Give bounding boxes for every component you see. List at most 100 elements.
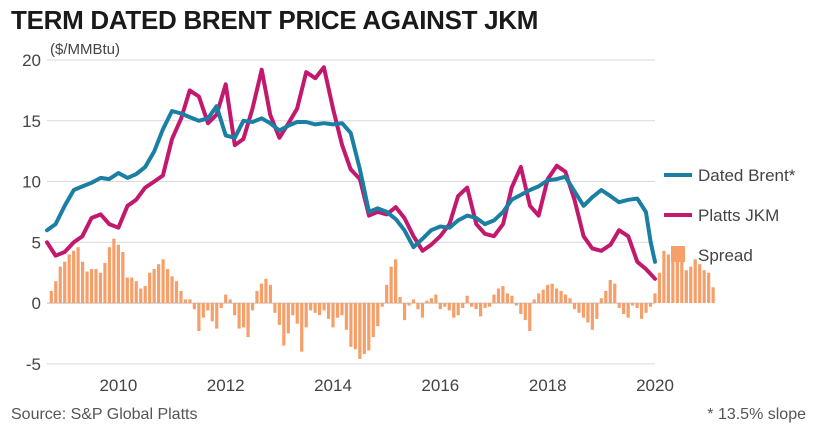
spread-bar	[577, 303, 581, 313]
spread-bar	[228, 299, 232, 304]
spread-bar	[568, 298, 572, 304]
spread-bar	[362, 303, 366, 355]
spread-bar	[532, 299, 536, 304]
spread-bar	[103, 262, 107, 304]
spread-bar	[474, 303, 478, 310]
spread-bar	[313, 303, 317, 313]
spread-bar	[148, 272, 152, 304]
spread-bar	[389, 266, 393, 304]
spread-bar	[394, 259, 398, 304]
spread-bar	[174, 281, 179, 304]
spread-bar	[286, 303, 290, 334]
spread-bar	[586, 303, 590, 323]
x-axis-ticks: 2010 2012 2014 2016 2018 2020	[99, 376, 673, 395]
spread-bar	[675, 256, 679, 304]
spread-bar	[528, 303, 532, 332]
spread-bar	[492, 294, 496, 304]
legend-label-spread: Spread	[698, 246, 753, 265]
spread-bar	[188, 299, 192, 304]
spread-bar	[63, 261, 67, 304]
y-axis-ticks: 20 15 10 5 0 -5	[22, 51, 41, 374]
spread-bar	[514, 303, 518, 306]
spread-bar	[358, 303, 362, 359]
x-tick-label-2014: 2014	[314, 376, 352, 395]
spread-bar	[255, 290, 259, 304]
spread-bar	[443, 303, 447, 307]
spread-bar	[134, 281, 138, 304]
spread-bar	[98, 272, 103, 304]
spread-bar	[559, 290, 563, 304]
dated-brent-line	[45, 104, 657, 264]
spread-bar	[711, 287, 715, 304]
spread-bar	[300, 303, 304, 352]
spread-bar	[501, 286, 505, 304]
spread-bar	[554, 288, 559, 304]
spread-bar	[125, 277, 129, 304]
spread-bar	[478, 303, 483, 317]
spread-bar	[170, 276, 174, 304]
spread-bar	[452, 303, 456, 318]
platts-jkm-line	[45, 65, 657, 281]
y-tick-label-20: 20	[22, 51, 41, 70]
spread-bar	[161, 259, 165, 304]
spread-bar	[183, 299, 188, 304]
spread-bar	[371, 303, 375, 338]
spread-bar	[671, 252, 675, 304]
spread-bar	[376, 303, 380, 327]
x-tick-label-2018: 2018	[529, 376, 567, 395]
spread-bar	[416, 303, 420, 310]
spread-bar	[317, 303, 322, 316]
legend: Dated Brent* Platts JKM Spread	[664, 166, 796, 265]
spread-bar	[259, 283, 264, 304]
spread-bar	[608, 279, 612, 304]
spread-bar	[631, 303, 635, 306]
spread-bar	[689, 266, 693, 304]
spread-bar	[241, 303, 246, 328]
spread-bar	[581, 303, 586, 318]
spread-bar	[563, 294, 568, 304]
spread-bar	[447, 303, 451, 311]
spread-bar	[434, 294, 438, 304]
spread-bar	[590, 303, 594, 330]
spread-bar	[237, 303, 241, 329]
spread-bar	[550, 283, 554, 304]
spread-bar	[224, 294, 228, 304]
spread-bar	[407, 303, 411, 306]
spread-bar	[698, 264, 702, 304]
spread-bar	[67, 254, 71, 304]
spread-bars	[49, 238, 715, 359]
spread-bar	[572, 303, 577, 310]
spread-bar	[693, 259, 697, 304]
spread-bar	[402, 303, 407, 321]
spread-bar	[595, 303, 599, 319]
spread-bar	[322, 303, 326, 311]
spread-bar	[613, 283, 617, 304]
source-note: Source: S&P Global Platts	[11, 406, 197, 423]
spread-bar	[684, 270, 688, 304]
spread-bar	[680, 250, 684, 304]
spread-bar	[385, 284, 389, 304]
spread-bar	[505, 293, 510, 304]
spread-bar	[340, 303, 344, 316]
y-tick-label-5: 5	[32, 233, 41, 252]
spread-bar	[438, 303, 442, 310]
spread-bar	[666, 254, 671, 304]
spread-bar	[291, 303, 295, 316]
x-tick-label-2010: 2010	[99, 376, 137, 395]
spread-bar	[483, 303, 487, 308]
spread-bar	[233, 303, 237, 316]
spread-bar	[72, 250, 76, 304]
spread-bar	[487, 303, 492, 307]
spread-bar	[344, 303, 349, 330]
spread-bar	[380, 303, 384, 307]
spread-bar	[617, 303, 621, 308]
spread-bar	[411, 299, 416, 304]
spread-bar	[76, 247, 80, 304]
x-tick-label-2012: 2012	[207, 376, 245, 395]
spread-bar	[206, 303, 210, 311]
spread-bar	[622, 303, 626, 315]
spread-bar	[277, 303, 281, 325]
y-tick-label--5: -5	[26, 355, 41, 374]
spread-bar	[112, 238, 116, 304]
